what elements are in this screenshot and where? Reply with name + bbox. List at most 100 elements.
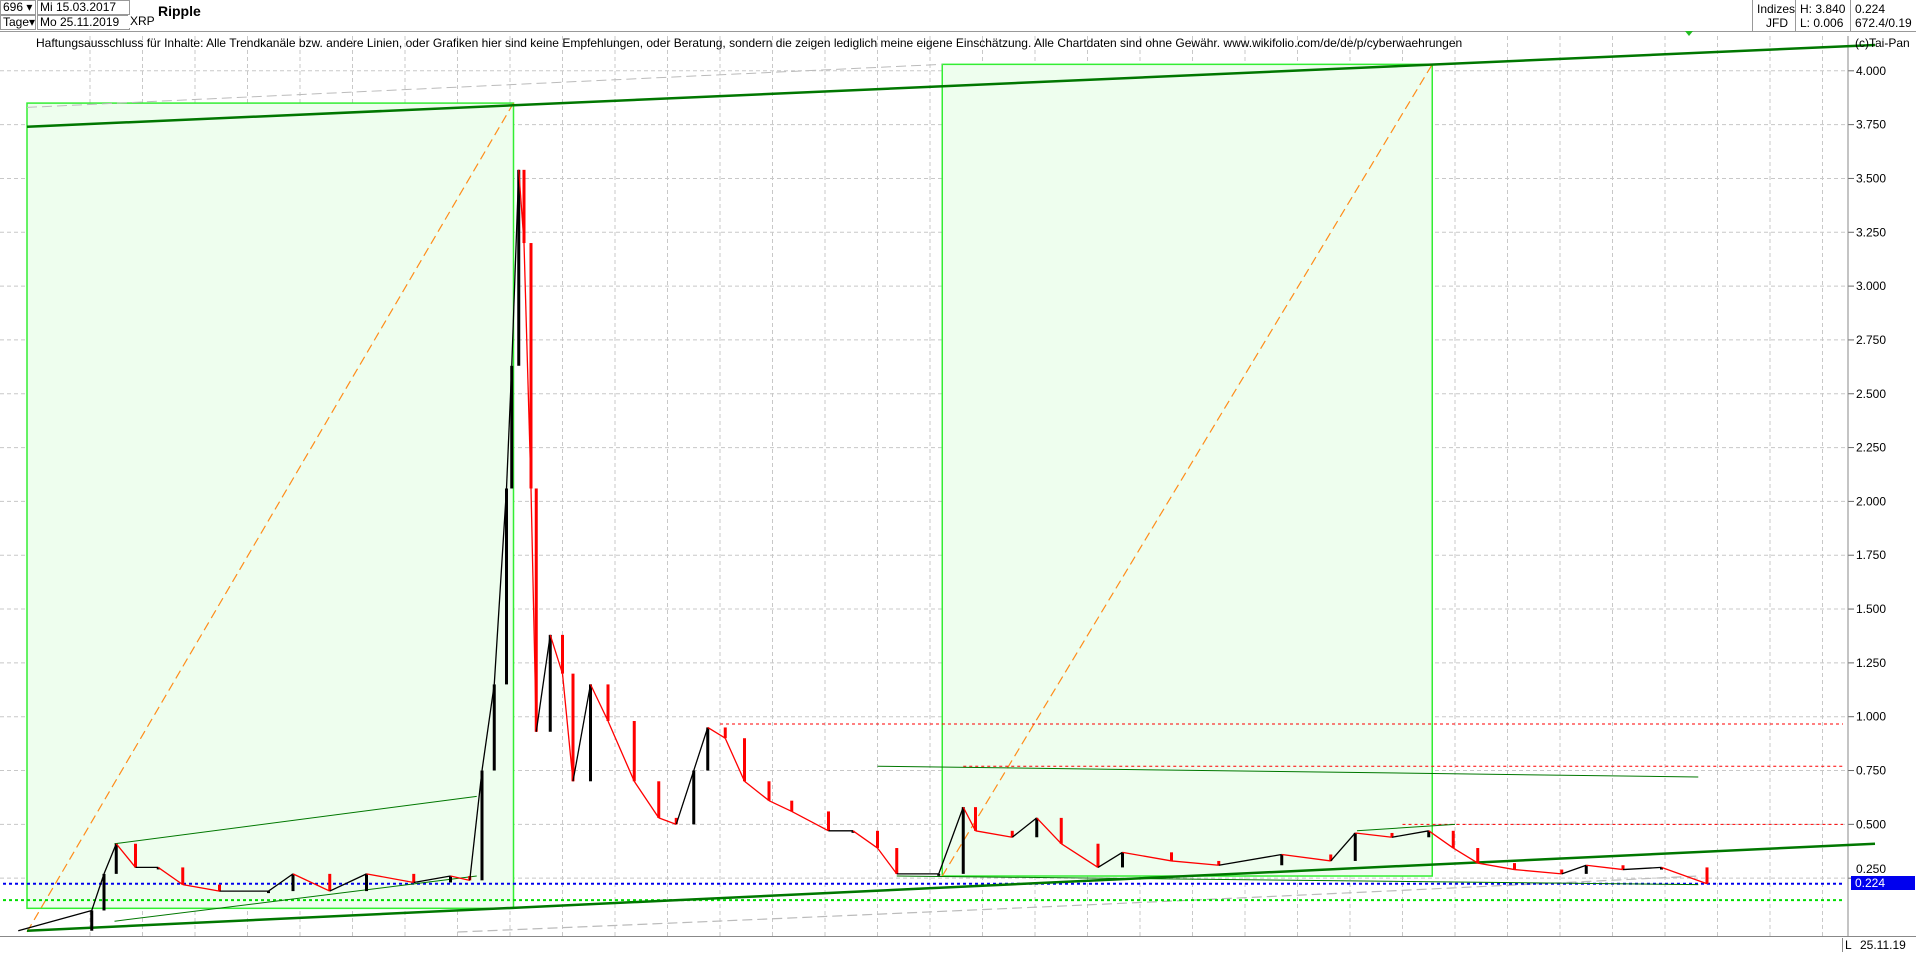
candle xyxy=(974,807,977,831)
last-value: 0.224 xyxy=(1855,2,1886,16)
header-bar: 696 ▾ Tage▾ Mi 15.03.2017 Mo 25.11.2019 … xyxy=(0,0,1916,32)
candle xyxy=(534,488,538,732)
price-segment xyxy=(1586,864,1624,871)
candle xyxy=(480,770,484,881)
candle xyxy=(561,634,564,674)
price-segment xyxy=(572,684,592,782)
price-segment xyxy=(535,634,551,732)
y-tick-label: 1.500 xyxy=(1856,602,1886,616)
price-segment xyxy=(1171,860,1219,866)
price-segment xyxy=(589,684,609,722)
candle xyxy=(1705,867,1709,884)
last-date-label: 25.11.19 xyxy=(1860,938,1906,952)
price-segment xyxy=(91,873,105,911)
candle xyxy=(267,891,270,894)
candle xyxy=(134,843,137,868)
trendline xyxy=(896,875,1699,886)
candle xyxy=(1121,852,1124,868)
y-tick-label: 2.750 xyxy=(1856,333,1886,347)
candle xyxy=(517,169,521,366)
y-tick-label: 0.250 xyxy=(1856,862,1886,876)
current-price-label: 0.224 xyxy=(1851,876,1915,890)
candle xyxy=(102,873,106,911)
price-segment xyxy=(549,634,564,674)
candle xyxy=(674,817,678,825)
price-segment xyxy=(157,866,184,886)
candle xyxy=(1096,843,1100,868)
candle xyxy=(851,830,855,833)
candle xyxy=(937,873,941,876)
price-segment xyxy=(1661,866,1708,885)
count-select[interactable]: 696 ▾ xyxy=(0,0,36,15)
trendline xyxy=(26,43,1876,129)
price-segment xyxy=(182,883,220,892)
price-segment xyxy=(450,875,470,881)
candle xyxy=(529,243,533,489)
candle xyxy=(449,876,452,883)
candle xyxy=(1280,854,1284,866)
candle xyxy=(1035,817,1039,838)
header-divider xyxy=(1850,0,1851,31)
candle xyxy=(589,684,592,782)
y-tick-label: 0.750 xyxy=(1856,764,1886,778)
price-segment xyxy=(1122,851,1172,862)
price-segment xyxy=(1452,847,1479,864)
price-segment xyxy=(791,810,829,832)
price-segment xyxy=(876,847,898,875)
y-tick-label: 1.250 xyxy=(1856,656,1886,670)
dropdown-arrow-icon: ▾ xyxy=(26,0,33,14)
price-segment xyxy=(962,806,977,832)
candle xyxy=(522,169,526,244)
candle xyxy=(365,873,368,892)
candle xyxy=(743,738,746,782)
price-segment xyxy=(18,909,92,932)
candle xyxy=(1584,865,1588,874)
candle xyxy=(632,721,636,782)
count-value: 696 xyxy=(3,0,24,14)
candle xyxy=(1427,830,1431,838)
candle xyxy=(1476,848,1480,864)
candle xyxy=(1513,863,1516,870)
price-segment xyxy=(115,843,137,868)
scale-mode-button[interactable]: L xyxy=(1842,938,1852,952)
candle xyxy=(218,884,221,892)
candle xyxy=(827,811,830,831)
price-segment xyxy=(1477,862,1515,871)
candle xyxy=(1660,867,1663,870)
start-date[interactable]: Mi 15.03.2017 xyxy=(37,0,130,15)
price-segment xyxy=(469,770,483,881)
candle xyxy=(1170,852,1173,861)
trendline xyxy=(114,875,477,922)
trendline xyxy=(877,765,1699,778)
candle xyxy=(412,873,416,883)
candle xyxy=(606,684,610,722)
candle xyxy=(767,781,771,801)
candle xyxy=(895,848,899,874)
grey-dashed-curve xyxy=(457,875,1699,933)
price-segment xyxy=(1355,832,1393,838)
end-date[interactable]: Mo 25.11.2019 xyxy=(37,15,130,30)
high-value: H: 3.840 xyxy=(1800,2,1846,16)
candle xyxy=(548,634,552,732)
price-segment xyxy=(1097,851,1123,868)
price-segment xyxy=(561,673,574,782)
candle xyxy=(723,727,727,739)
price-segment xyxy=(724,737,746,782)
x-axis-bar xyxy=(0,936,1916,953)
price-segment xyxy=(292,873,331,892)
price-segment xyxy=(675,770,695,825)
candle xyxy=(291,873,295,892)
candle xyxy=(114,843,118,874)
interval-select[interactable]: Tage▾ xyxy=(0,15,36,30)
y-tick-label: 0.500 xyxy=(1856,817,1886,831)
disclaimer-text: Haftungsausschluss für Inhalte: Alle Tre… xyxy=(36,36,1463,50)
price-segment xyxy=(1281,853,1331,862)
price-segment xyxy=(329,873,367,892)
y-tick-label: 1.000 xyxy=(1856,710,1886,724)
price-segment xyxy=(852,830,878,849)
header-divider xyxy=(1752,0,1753,31)
price-segment xyxy=(481,684,495,771)
header-divider xyxy=(1795,0,1796,31)
price-segment xyxy=(103,843,117,875)
